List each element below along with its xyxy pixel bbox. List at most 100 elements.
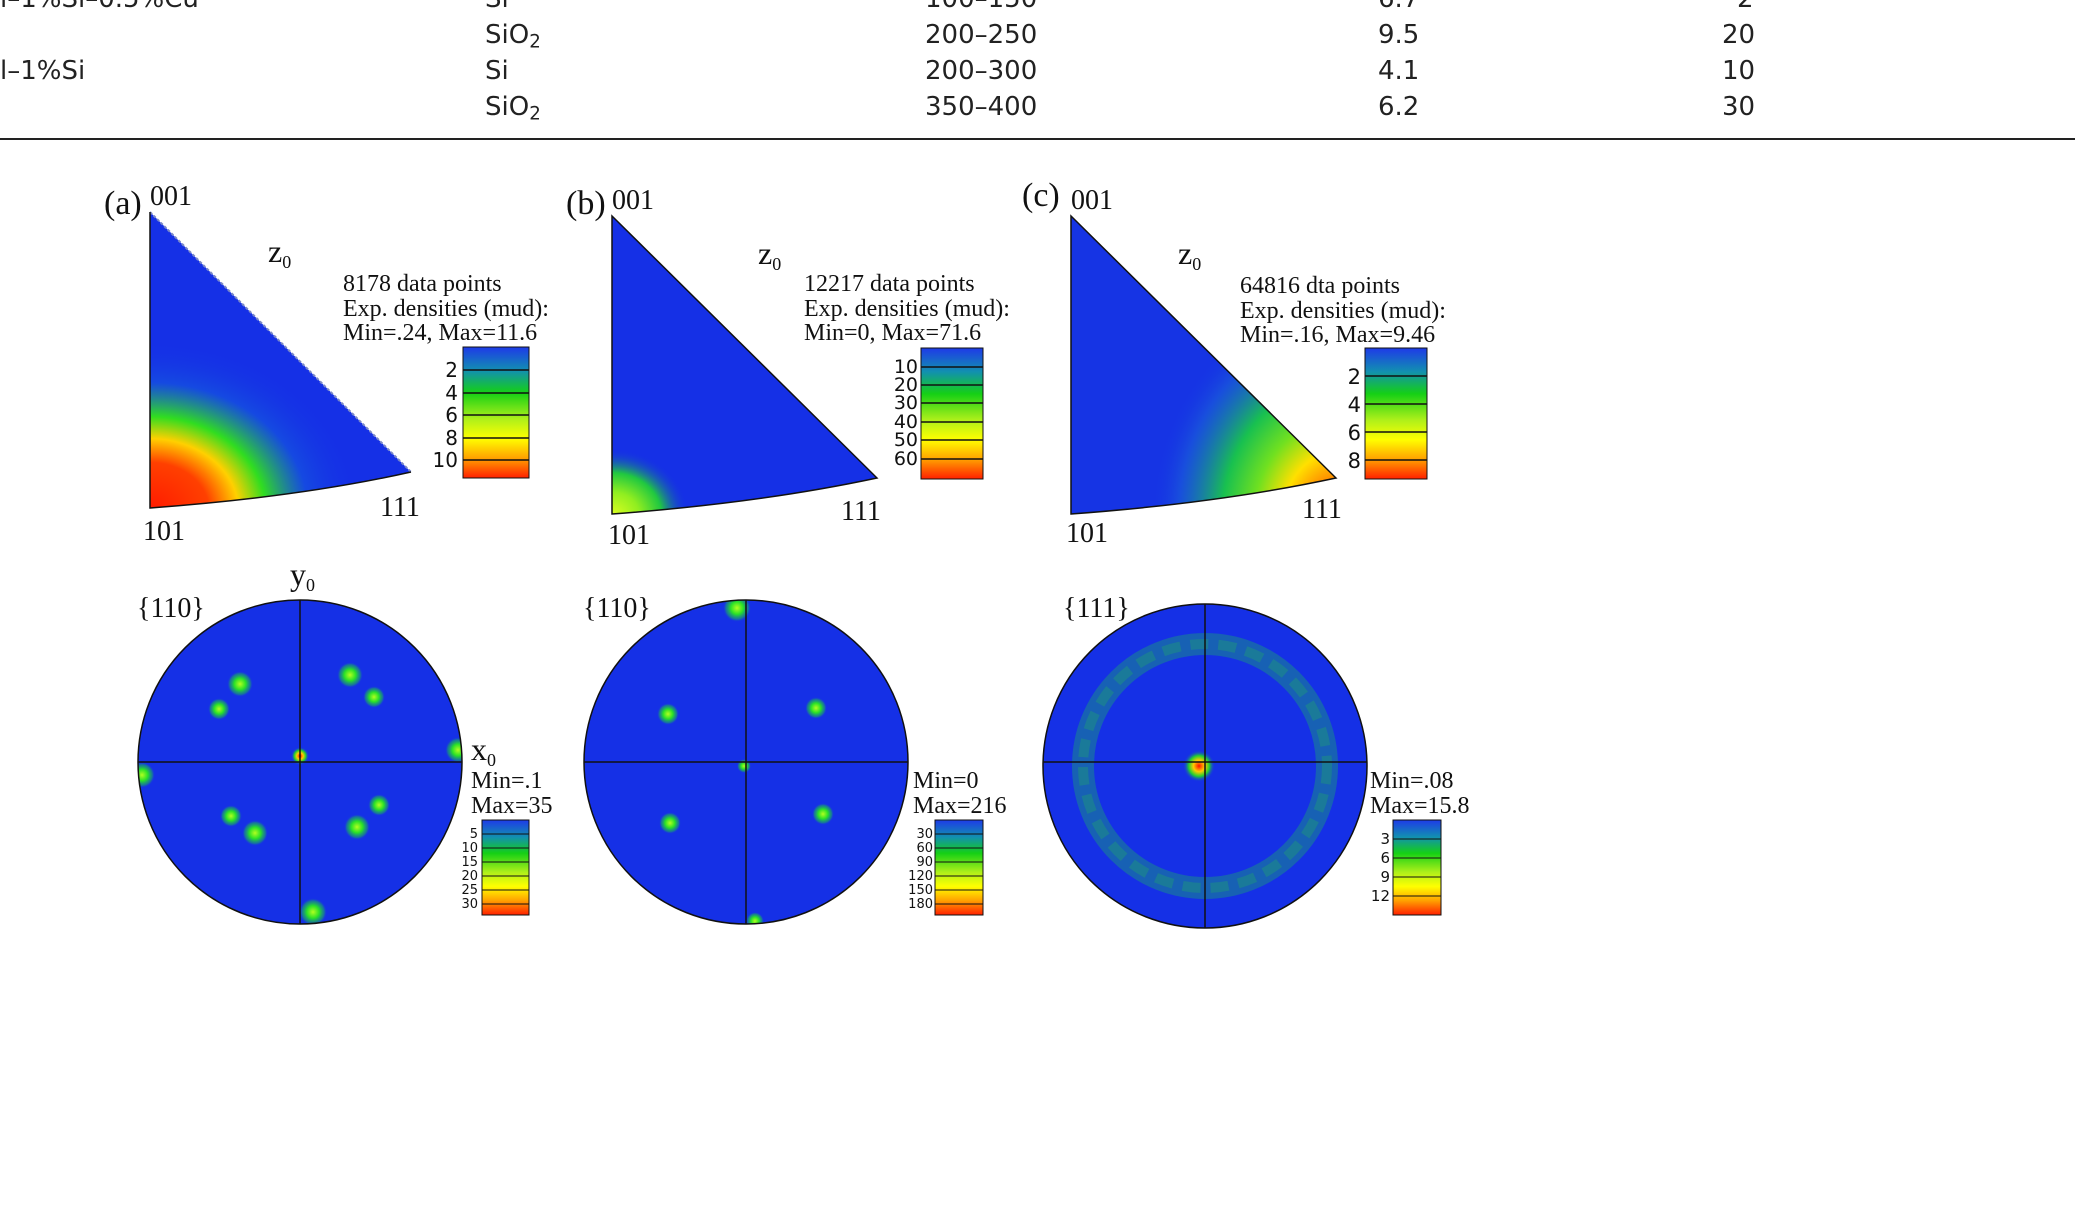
colorbar-tick: 6 — [1380, 849, 1390, 867]
colorbar-tick: 120 — [908, 869, 933, 884]
corner-label-111: 111 — [380, 492, 420, 523]
axis-label-z0: z0 — [1178, 235, 1201, 274]
pole-figure — [1042, 603, 1368, 929]
corner-label-111: 111 — [1302, 494, 1342, 525]
info-min-max: Min=.24, Max=11.6 — [343, 320, 537, 346]
table-cell-value: 9.5 — [1378, 20, 1420, 50]
colorbar: 30 60 90 120 150 180 — [908, 819, 984, 916]
colorbar-tick: 10 — [433, 448, 458, 472]
colorbar-tick: 150 — [908, 883, 933, 898]
corner-label-111: 111 — [841, 496, 881, 527]
info-min-max: Min=0, Max=71.6 — [804, 320, 981, 346]
table-cell-value: 4.1 — [1378, 56, 1420, 86]
panel-c: (c) 001 101 111 z0 64816 dta points Exp.… — [1022, 177, 1470, 929]
pole-figure-title: {111} — [1063, 593, 1130, 624]
panel-label: (c) — [1022, 177, 1060, 214]
colorbar-tick: 20 — [461, 869, 478, 884]
corner-label-001: 001 — [150, 181, 192, 212]
colorbar-tick: 30 — [461, 897, 478, 912]
panel-label: (b) — [566, 185, 606, 222]
colorbar-tick: 6 — [445, 403, 458, 427]
colorbar-tick: 12 — [1371, 887, 1390, 905]
pole-figure-min: Min=.08 — [1370, 768, 1454, 794]
colorbar-tick: 10 — [461, 841, 478, 856]
table-cell-material: l–1%Si — [0, 56, 86, 86]
corner-label-101: 101 — [143, 516, 185, 547]
colorbar: 10 20 30 40 50 60 — [894, 347, 984, 480]
table-cell-value: 6.7 — [1378, 0, 1419, 14]
corner-label-001: 001 — [612, 185, 654, 216]
colorbar: 2 4 6 8 10 — [433, 346, 530, 479]
pole-figure-title: {110} — [583, 593, 651, 624]
table-cell-substrate: SiO2 — [485, 20, 541, 53]
info-densities: Exp. densities (mud): — [1240, 298, 1446, 324]
table-cell-count: 10 — [1722, 56, 1756, 86]
colorbar-tick: 10 — [894, 356, 918, 378]
corner-label-101: 101 — [608, 520, 650, 551]
info-densities: Exp. densities (mud): — [804, 296, 1010, 322]
inverse-pole-figure — [1070, 214, 1338, 515]
table-cell-substrate: SiO2 — [485, 92, 541, 125]
colorbar-tick: 5 — [470, 827, 478, 842]
info-data-points: 64816 dta points — [1240, 273, 1400, 299]
colorbar-tick: 4 — [445, 381, 458, 405]
table-cell-range: 350–400 — [925, 92, 1038, 122]
panel-label: (a) — [104, 185, 142, 222]
colorbar-tick: 15 — [461, 855, 478, 870]
pole-figure — [137, 599, 463, 925]
table-cell-substrate: Si — [485, 0, 509, 14]
pole-figure-max: Max=35 — [471, 793, 553, 819]
colorbar-tick: 30 — [894, 392, 918, 414]
colorbar-tick: 6 — [1348, 421, 1361, 445]
colorbar-tick: 50 — [894, 429, 918, 451]
panel-b: (b) 001 101 111 z0 12217 data points Exp… — [566, 185, 1010, 925]
table-cell-range: 200–250 — [925, 20, 1038, 50]
corner-label-001: 001 — [1071, 185, 1113, 216]
table-cell-range: 200–300 — [925, 56, 1038, 86]
colorbar: 3 6 9 12 — [1371, 819, 1442, 916]
colorbar-tick: 90 — [916, 855, 933, 870]
info-data-points: 12217 data points — [804, 271, 975, 297]
pole-figure-min: Min=0 — [913, 768, 979, 794]
colorbar: 5 10 15 20 25 30 — [461, 819, 530, 916]
colorbar-tick: 25 — [461, 883, 478, 898]
colorbar-tick: 60 — [916, 841, 933, 856]
pole-figure-max: Max=216 — [913, 793, 1007, 819]
axis-label-x0: x0 — [471, 731, 496, 770]
inverse-pole-figure — [611, 214, 879, 515]
pole-figure-max: Max=15.8 — [1370, 793, 1470, 819]
corner-label-101: 101 — [1066, 518, 1108, 549]
colorbar-tick: 3 — [1380, 830, 1390, 848]
table-cell-material: l–1%Si–0.5%Cu — [0, 0, 199, 14]
table-cell-range: 100–150 — [925, 0, 1037, 14]
colorbar-tick: 40 — [894, 411, 918, 433]
colorbar-tick: 2 — [445, 358, 458, 382]
axis-label-z0: z0 — [758, 235, 781, 274]
table-cell-count: 2 — [1737, 0, 1754, 14]
colorbar-tick: 30 — [916, 827, 933, 842]
colorbar-tick: 8 — [1348, 449, 1361, 473]
colorbar-tick: 180 — [908, 897, 933, 912]
table-cell-substrate: Si — [485, 56, 509, 86]
info-min-max: Min=.16, Max=9.46 — [1240, 322, 1435, 348]
info-data-points: 8178 data points — [343, 271, 502, 297]
panel-a: (a) 001 101 111 z0 8178 data points Exp.… — [104, 181, 553, 925]
table-cell-value: 6.2 — [1378, 92, 1420, 122]
table-cell-count: 20 — [1722, 20, 1756, 50]
table-bottom-rule — [0, 138, 2075, 140]
axis-label-y0: y0 — [290, 556, 315, 595]
colorbar: 2 4 6 8 — [1348, 347, 1428, 480]
axis-label-z0: z0 — [268, 233, 291, 272]
pole-figure — [583, 599, 909, 925]
table-cell-count: 30 — [1722, 92, 1756, 122]
colorbar-tick: 60 — [894, 448, 918, 470]
colorbar-tick: 2 — [1348, 365, 1361, 389]
pole-figure-title: {110} — [137, 593, 205, 624]
colorbar-tick: 20 — [894, 374, 918, 396]
info-densities: Exp. densities (mud): — [343, 296, 549, 322]
pole-figure-min: Min=.1 — [471, 768, 543, 794]
colorbar-tick: 9 — [1380, 868, 1390, 886]
colorbar-tick: 4 — [1348, 393, 1361, 417]
colorbar-tick: 8 — [445, 426, 458, 450]
